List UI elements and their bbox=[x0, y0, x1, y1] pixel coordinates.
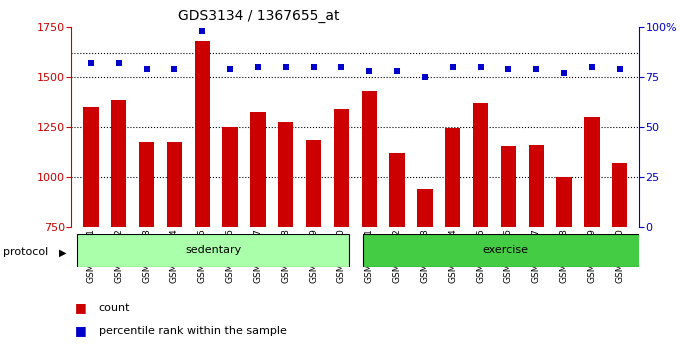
Point bbox=[475, 64, 486, 69]
Bar bbox=[612, 162, 628, 354]
Point bbox=[224, 66, 235, 72]
Text: protocol: protocol bbox=[3, 247, 49, 257]
Bar bbox=[362, 91, 377, 354]
Point bbox=[558, 70, 569, 75]
Bar bbox=[278, 121, 293, 354]
Point bbox=[614, 66, 625, 72]
Point bbox=[280, 64, 291, 69]
Text: percentile rank within the sample: percentile rank within the sample bbox=[99, 326, 286, 336]
Text: count: count bbox=[99, 303, 130, 313]
Point bbox=[169, 66, 180, 72]
Bar bbox=[77, 234, 349, 267]
Bar bbox=[500, 145, 516, 354]
Point bbox=[364, 68, 375, 73]
Point bbox=[308, 64, 319, 69]
Bar bbox=[584, 116, 600, 354]
Bar bbox=[363, 234, 653, 267]
Text: GDS3134 / 1367655_at: GDS3134 / 1367655_at bbox=[177, 9, 339, 23]
Point bbox=[197, 28, 207, 33]
Bar bbox=[473, 103, 488, 354]
Point bbox=[86, 60, 97, 65]
Bar bbox=[167, 142, 182, 354]
Point bbox=[336, 64, 347, 69]
Point bbox=[447, 64, 458, 69]
Point bbox=[503, 66, 514, 72]
Bar bbox=[334, 109, 349, 354]
Bar bbox=[418, 189, 432, 354]
Bar bbox=[528, 144, 544, 354]
Bar bbox=[139, 142, 154, 354]
Bar bbox=[445, 127, 460, 354]
Point bbox=[392, 68, 403, 73]
Text: ■: ■ bbox=[75, 302, 86, 314]
Bar bbox=[111, 99, 126, 354]
Point bbox=[141, 66, 152, 72]
Point bbox=[586, 64, 597, 69]
Text: exercise: exercise bbox=[483, 245, 528, 256]
Bar bbox=[390, 153, 405, 354]
Text: ▶: ▶ bbox=[59, 247, 67, 257]
Point bbox=[252, 64, 263, 69]
Point bbox=[531, 66, 542, 72]
Text: sedentary: sedentary bbox=[185, 245, 241, 256]
Bar bbox=[194, 41, 210, 354]
Point bbox=[114, 60, 124, 65]
Bar bbox=[306, 139, 321, 354]
Text: ■: ■ bbox=[75, 325, 86, 337]
Bar bbox=[83, 107, 99, 354]
Bar bbox=[556, 177, 572, 354]
Point bbox=[420, 74, 430, 79]
Bar bbox=[250, 112, 265, 354]
Bar bbox=[222, 127, 238, 354]
